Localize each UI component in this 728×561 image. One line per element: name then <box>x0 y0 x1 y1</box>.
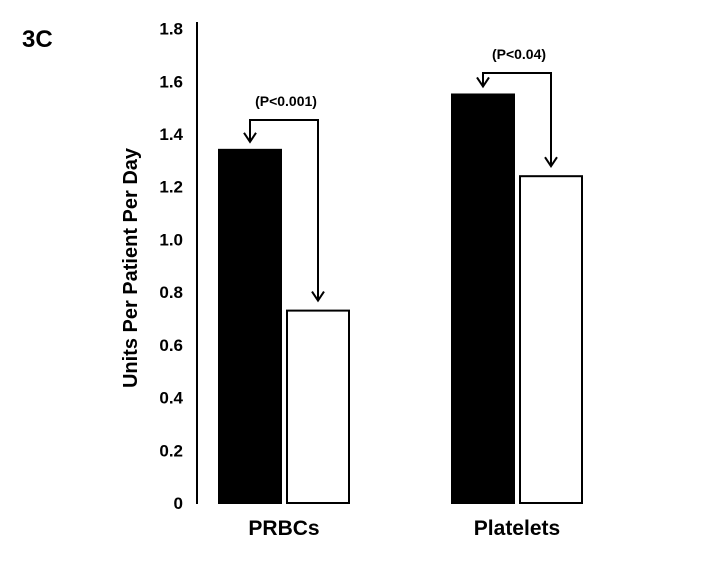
y-tick-label: 1.0 <box>159 230 183 249</box>
arrow-head-icon <box>243 132 257 144</box>
y-tick-label: 1.2 <box>159 178 183 197</box>
bar-platelets-after <box>519 175 583 505</box>
y-tick-label: 1.4 <box>159 125 183 144</box>
bar-prbcs-before <box>218 148 282 505</box>
y-tick-label: 0 <box>174 494 183 513</box>
panel-label: 3C <box>22 26 53 53</box>
x-category-label: PRBCs <box>248 517 319 540</box>
bar-platelets-before <box>451 93 515 504</box>
p-value-annotation: (P<0.04) <box>492 46 546 62</box>
arrow-head-icon <box>311 291 325 303</box>
significance-bracket <box>482 72 552 167</box>
significance-bracket <box>249 119 319 301</box>
x-category-label: Platelets <box>474 517 560 540</box>
y-tick-label: 1.6 <box>159 72 183 91</box>
bar-prbcs-after <box>286 309 350 504</box>
y-tick-label: 0.4 <box>159 389 183 408</box>
arrow-head-icon <box>544 156 558 168</box>
p-value-annotation: (P<0.001) <box>255 93 317 109</box>
y-tick-label: 1.8 <box>159 20 183 39</box>
y-tick-label: 0.6 <box>159 336 183 355</box>
arrow-head-icon <box>476 76 490 89</box>
y-tick-label: 0.2 <box>159 441 183 460</box>
y-axis-label: Units Per Patient Per Day <box>120 147 142 388</box>
y-tick-label: 0.8 <box>159 283 183 302</box>
